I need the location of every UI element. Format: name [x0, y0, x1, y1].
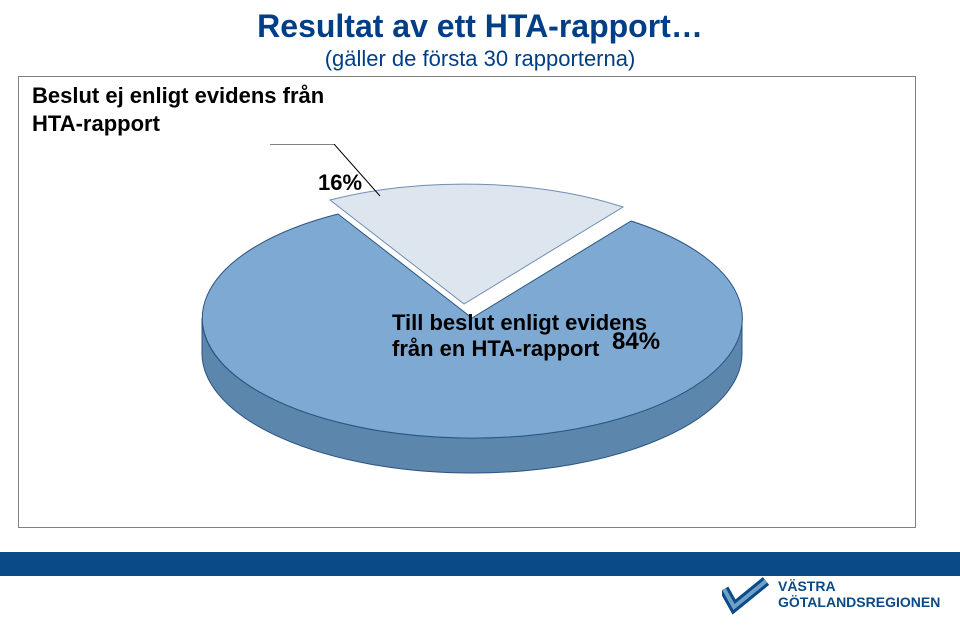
slice-small-label-line2: HTA-rapport [32, 111, 160, 136]
chart-subtitle: (gäller de första 30 rapporterna) [0, 46, 960, 72]
chart-title: Resultat av ett HTA-rapport… [0, 8, 960, 45]
slice-large-pct: 84% [612, 328, 660, 356]
slice-small-label-line1: Beslut ej enligt evidens från [32, 83, 324, 108]
slice-large-label-line1: Till beslut enligt evidens [392, 310, 647, 335]
logo-text-bottom: GÖTALANDSREGIONEN [778, 594, 940, 610]
logo-text-top: VÄSTRA [778, 578, 836, 594]
logo-symbol-icon [724, 581, 766, 607]
logo: VÄSTRA GÖTALANDSREGIONEN [722, 573, 942, 622]
slice-small-label: Beslut ej enligt evidens från HTA-rappor… [32, 82, 324, 137]
slice-small-pct: 16% [318, 170, 362, 196]
slide: Resultat av ett HTA-rapport… (gäller de … [0, 0, 960, 628]
slice-large-label-line2: från en HTA-rapport [392, 336, 599, 361]
slice-large-label: Till beslut enligt evidens från en HTA-r… [392, 310, 647, 363]
